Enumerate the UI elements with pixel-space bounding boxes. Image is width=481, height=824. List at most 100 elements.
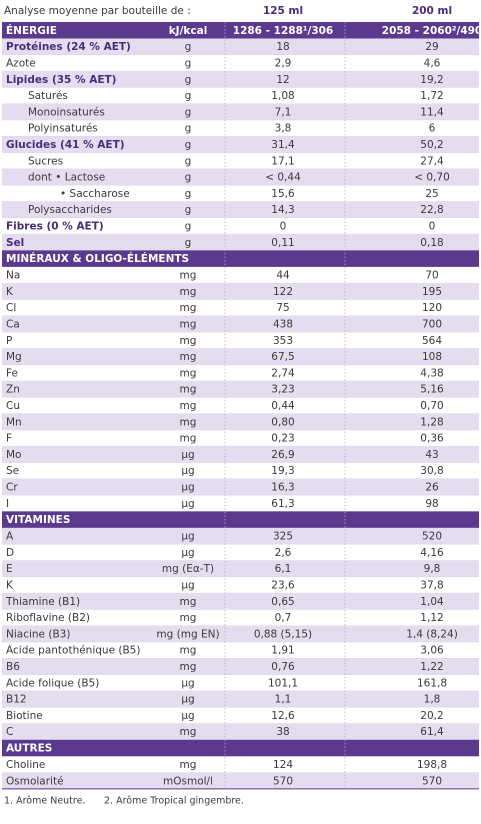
row-value: 108 [422,351,442,363]
row-label: Glucides (41 % AET) [6,139,125,151]
row-value: 6,1 [275,563,292,575]
row-value: 44 [276,270,290,282]
row-shade [2,446,479,463]
row-value: 20,2 [420,710,443,722]
row-value: 61,4 [420,726,444,738]
row-label: B12 [6,694,27,706]
row-label: E [6,563,13,575]
section-title: AUTRES [6,743,52,755]
row-unit: g [185,220,192,232]
row-label: Osmolarité [6,775,64,787]
row-label: C [6,726,13,738]
section-title: VITAMINES [6,514,70,526]
row-value: 30,8 [420,465,443,477]
row-unit: mg [180,661,197,673]
row-unit: µg [181,481,194,493]
row-value: 4,6 [424,57,441,69]
row-unit: mg [180,286,197,298]
row-unit: mg [180,270,197,282]
row-unit: mg [180,302,197,314]
row-value: 1,91 [271,645,294,657]
row-value: 2,74 [271,367,295,379]
row-value: 1,12 [420,612,443,624]
row-unit: µg [181,677,194,689]
row-value: 0,88 (5,15) [254,628,312,640]
row-unit: mg (Eα-T) [162,563,214,575]
row-value: 4,38 [420,367,443,379]
row-value: 325 [273,531,293,543]
row-value: < 0,44 [265,172,301,184]
row-value: 700 [422,318,442,330]
row-value: 0,76 [271,661,295,673]
row-value: 27,4 [420,155,444,167]
row-label: Azote [6,57,36,69]
row-label: Ca [6,318,20,330]
row-value: 14,3 [271,204,294,216]
row-label: K [6,286,14,298]
row-value: 50,2 [420,139,443,151]
row-label: Biotine [6,710,43,722]
row-label: Mg [6,351,22,363]
row-shade [2,315,479,333]
row-label: Thiamine (B1) [5,596,80,608]
row-shade [2,413,479,430]
row-label: Sucres [28,155,63,167]
row-value: 1,72 [420,90,443,102]
row-value: 520 [422,531,442,543]
row-value: 1,08 [271,90,294,102]
table-caption: Analyse moyenne par bouteille de : [4,5,191,17]
row-unit: µg [181,694,194,706]
row-label: Choline [6,759,45,771]
row-value: 195 [422,286,442,298]
row-unit: g [185,123,192,135]
row-value: 37,8 [420,579,443,591]
row-shade [2,527,479,545]
row-label: Monoinsaturés [28,106,105,118]
row-value: 26 [425,481,439,493]
row-label: Cl [6,302,16,314]
row-value: 2,9 [275,57,292,69]
row-label: Mn [6,416,22,428]
row-label: • Saccharose [60,188,130,200]
row-value: 1,8 [424,694,441,706]
row-unit: µg [181,579,194,591]
section-header-bg [2,250,479,267]
row-unit: mg [180,318,197,330]
row-value: 0,18 [420,237,443,249]
row-value: 4,16 [420,547,444,559]
row-shade [2,348,479,365]
row-value: 0,65 [271,596,294,608]
row-value: 43 [425,449,438,461]
row-shade [2,283,479,300]
row-value: 198,8 [417,759,447,771]
row-value: 3,06 [420,645,444,657]
row-unit: g [185,41,192,53]
row-value: 353 [273,335,293,347]
row-shade [2,478,479,496]
row-value: 29 [425,41,438,53]
row-value: 570 [273,775,293,787]
row-label: D [6,547,14,559]
row-value: 3,23 [271,384,294,396]
section-unit: kJ/kcal [169,25,208,37]
row-label: Se [6,465,19,477]
row-unit: µg [181,449,194,461]
row-unit: g [185,57,192,69]
row-label: Acide pantothénique (B5) [6,645,140,657]
row-unit: mg [180,400,197,412]
row-value: 25 [425,188,438,200]
row-value: 22,8 [420,204,443,216]
row-value: 1,04 [420,596,444,608]
row-value: 23,6 [271,579,295,591]
row-unit: g [185,204,192,216]
row-value: 16,3 [271,481,294,493]
row-unit: µg [181,498,194,510]
row-value: 0,7 [275,612,292,624]
row-value: 17,1 [271,155,294,167]
row-value: 11,4 [420,106,444,118]
row-shade [2,201,479,218]
row-label: Niacine (B3) [6,628,70,640]
row-unit: µg [181,710,194,722]
row-value: < 0,70 [414,172,450,184]
